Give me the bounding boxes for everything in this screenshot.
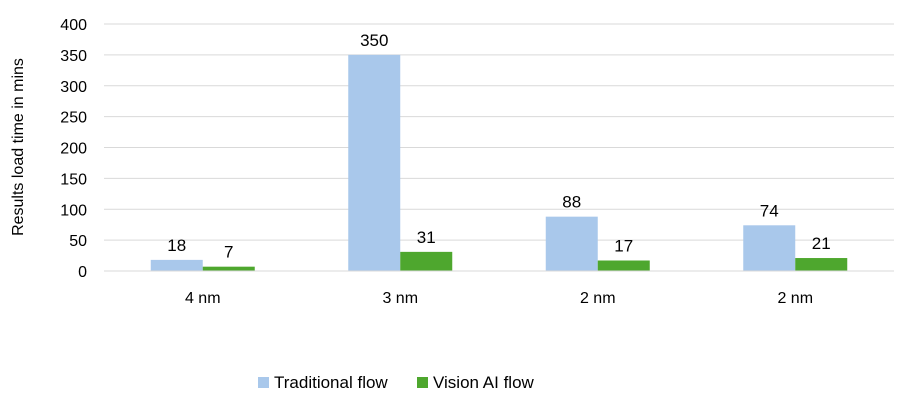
y-tick-label: 0 bbox=[78, 264, 87, 281]
y-tick-label: 400 bbox=[60, 17, 87, 34]
bar bbox=[743, 225, 796, 271]
legend-swatch bbox=[258, 377, 269, 388]
bar bbox=[400, 251, 453, 271]
y-tick-label: 250 bbox=[60, 110, 87, 127]
x-tick-label: 4 nm bbox=[185, 290, 221, 307]
legend-label: Vision AI flow bbox=[433, 373, 535, 392]
gridlines bbox=[104, 23, 894, 241]
bar bbox=[202, 266, 255, 271]
y-tick-label: 350 bbox=[60, 48, 87, 65]
data-label: 21 bbox=[812, 234, 831, 253]
data-label: 74 bbox=[760, 201, 779, 220]
bar bbox=[545, 216, 598, 271]
data-label: 350 bbox=[360, 31, 388, 50]
data-label: 17 bbox=[614, 237, 633, 256]
x-tick-label: 3 nm bbox=[382, 290, 418, 307]
legend-swatch bbox=[417, 377, 428, 388]
y-tick-label: 300 bbox=[60, 79, 87, 96]
bar bbox=[597, 260, 650, 271]
data-label: 18 bbox=[167, 236, 186, 255]
y-tick-label: 100 bbox=[60, 202, 87, 219]
y-tick-label: 150 bbox=[60, 171, 87, 188]
x-tick-label: 2 nm bbox=[580, 290, 616, 307]
bar bbox=[150, 259, 203, 271]
bar bbox=[348, 54, 401, 271]
y-tick-label: 50 bbox=[69, 233, 87, 250]
data-label: 88 bbox=[562, 193, 581, 212]
y-axis-ticks: 0 50 100 150 200 250 300 350 400 bbox=[60, 17, 87, 281]
data-label: 31 bbox=[417, 228, 436, 247]
bars bbox=[150, 54, 848, 271]
x-axis-ticks: 4 nm 3 nm 2 nm 2 nm bbox=[185, 290, 813, 307]
data-label: 7 bbox=[224, 243, 233, 262]
legend: Traditional flow Vision AI flow bbox=[258, 373, 535, 392]
data-labels: 18 7 350 31 88 17 74 21 bbox=[167, 31, 830, 262]
legend-label: Traditional flow bbox=[274, 373, 388, 392]
x-tick-label: 2 nm bbox=[777, 290, 813, 307]
bar bbox=[795, 258, 848, 271]
y-tick-label: 200 bbox=[60, 141, 87, 158]
y-axis-title: Results load time in mins bbox=[10, 58, 27, 236]
